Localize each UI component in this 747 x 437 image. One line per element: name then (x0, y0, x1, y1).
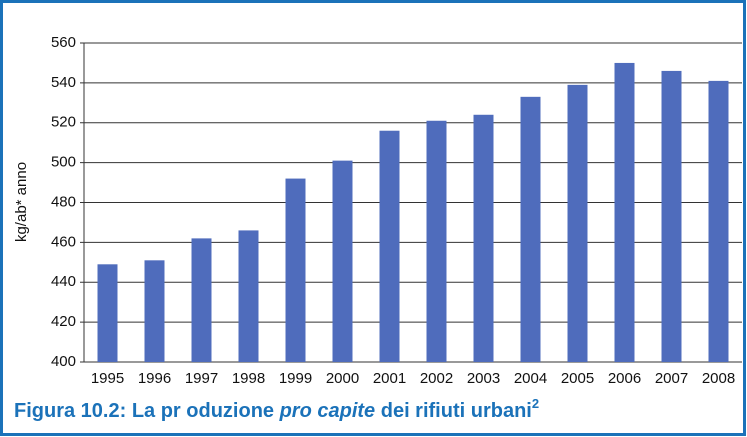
y-tick-label: 460 (51, 233, 76, 250)
caption-part: dei rifiuti urbani (375, 400, 532, 422)
y-tick-label: 500 (51, 154, 76, 171)
bar (614, 62, 635, 362)
bar (661, 70, 682, 362)
bar (379, 130, 400, 362)
bar (520, 96, 541, 363)
x-tick-label: 2000 (326, 370, 359, 387)
x-tick-label: 2001 (373, 370, 406, 387)
y-axis-label: kg/ab* anno (13, 162, 30, 242)
y-tick-label: 480 (51, 193, 76, 210)
x-tick-label: 1998 (232, 370, 265, 387)
x-tick-label: 2007 (655, 370, 688, 387)
bar (426, 120, 447, 362)
caption-part: pro capite (279, 400, 376, 422)
x-tick-label: 1999 (279, 370, 312, 387)
bar (238, 230, 259, 362)
y-tick-label: 420 (51, 313, 76, 330)
x-tick-label: 2004 (514, 370, 547, 387)
x-tick-label: 2006 (608, 370, 641, 387)
x-tick-label: 2005 (561, 370, 594, 387)
bar (191, 238, 212, 362)
x-tick-label: 2008 (702, 370, 735, 387)
bar (332, 160, 353, 362)
bar (285, 178, 306, 362)
y-tick-label: 560 (51, 34, 76, 51)
caption-part: 2 (532, 396, 539, 411)
bar (97, 264, 118, 362)
bar (708, 80, 729, 362)
x-tick-label: 1996 (138, 370, 171, 387)
caption: Figura 10.2: La pr oduzione pro capite d… (14, 396, 539, 422)
y-tick-label: 440 (51, 273, 76, 290)
y-tick-label: 520 (51, 114, 76, 131)
y-tick-label: 400 (51, 353, 76, 370)
x-tick-label: 1995 (91, 370, 124, 387)
bar (144, 260, 165, 362)
y-tick-label: 540 (51, 74, 76, 91)
x-tick-label: 1997 (185, 370, 218, 387)
caption-part: Figura 10.2: La pr oduzione (14, 400, 280, 422)
bar (567, 84, 588, 363)
x-tick-label: 2002 (420, 370, 453, 387)
x-tick-label: 2003 (467, 370, 500, 387)
bar (473, 114, 494, 363)
